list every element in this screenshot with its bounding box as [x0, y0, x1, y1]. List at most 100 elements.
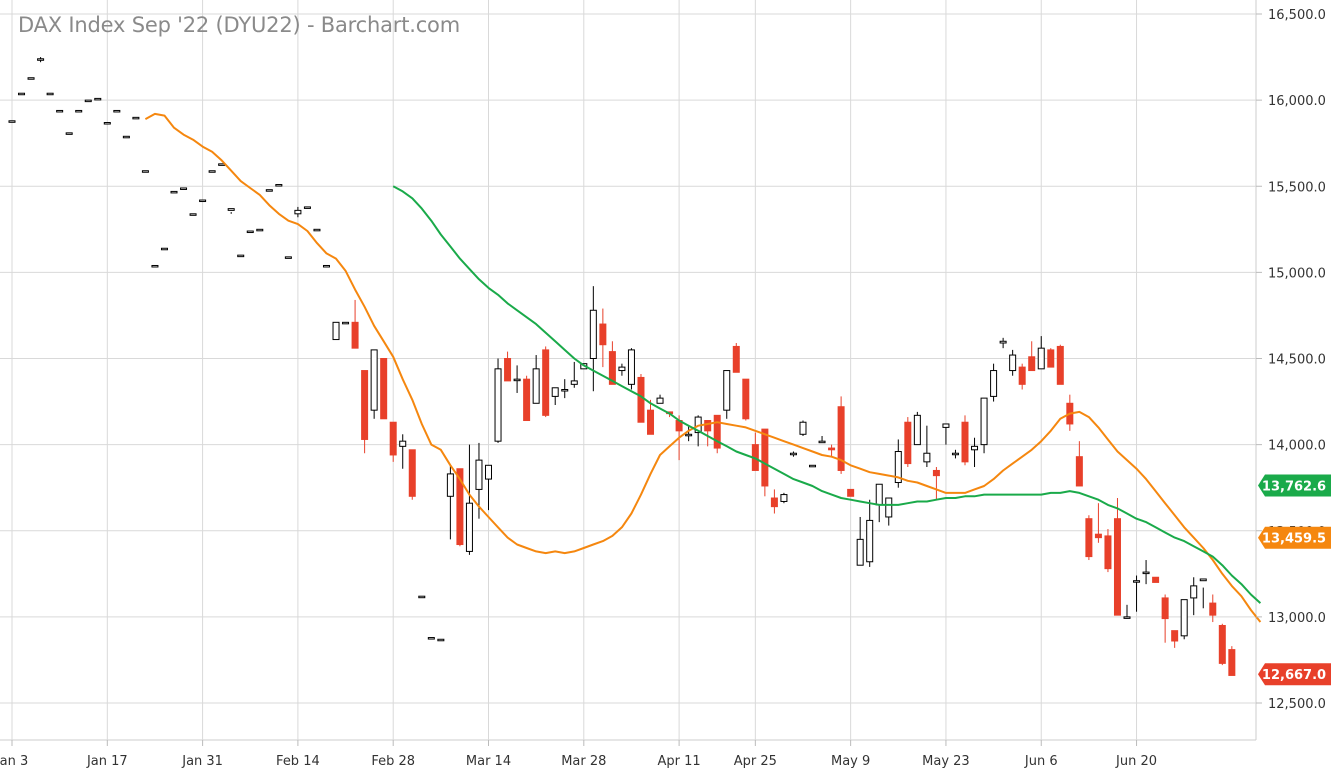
- candle-body: [809, 464, 817, 468]
- candle-body: [342, 321, 350, 325]
- candle: [1009, 349, 1017, 376]
- candle: [313, 228, 321, 232]
- candle: [780, 492, 788, 504]
- candle: [1104, 529, 1112, 573]
- candle-body: [1047, 349, 1055, 368]
- x-tick-label: Jan 3: [0, 754, 28, 769]
- candle: [18, 92, 26, 96]
- candle: [1218, 623, 1226, 666]
- candle: [418, 595, 426, 599]
- candle: [818, 436, 826, 444]
- candle-body: [904, 421, 912, 465]
- candle: [56, 109, 64, 113]
- candle-body: [361, 370, 369, 440]
- candle-body: [427, 637, 435, 640]
- candle: [523, 375, 531, 422]
- candle-body: [932, 469, 940, 477]
- x-tick-label: Jun 20: [1115, 754, 1157, 769]
- y-tick-label: 14,000.0: [1268, 439, 1326, 454]
- price-tag: 13,459.5: [1258, 526, 1331, 549]
- candle: [141, 170, 149, 173]
- candle-body: [389, 421, 397, 456]
- candle: [465, 444, 473, 555]
- candle: [342, 321, 350, 325]
- price-tag-label: 13,459.5: [1262, 532, 1326, 547]
- candle: [923, 425, 931, 468]
- price-tag-label: 12,667.0: [1262, 668, 1326, 683]
- candle-body: [866, 519, 874, 563]
- candle-body: [532, 368, 540, 404]
- candle-body: [199, 199, 207, 203]
- candle: [1047, 348, 1055, 368]
- candle-body: [732, 345, 740, 373]
- candle: [227, 208, 235, 214]
- candle-body: [627, 349, 635, 385]
- price-tag-bg: [1258, 526, 1331, 549]
- candle-body: [589, 309, 597, 359]
- price-tag: 12,667.0: [1258, 663, 1331, 686]
- candle: [399, 434, 407, 469]
- candle: [303, 206, 311, 209]
- candle-body: [84, 99, 92, 103]
- candle: [647, 399, 655, 435]
- candle: [408, 449, 416, 500]
- candle-body: [1113, 518, 1121, 616]
- candle: [122, 135, 130, 139]
- candle-body: [8, 120, 16, 123]
- x-tick-label: Mar 28: [561, 754, 606, 769]
- candle: [608, 341, 616, 385]
- candle: [742, 378, 750, 421]
- candle-body: [761, 428, 769, 487]
- candle: [237, 254, 245, 258]
- candle-body: [75, 109, 83, 113]
- candle-body: [875, 483, 883, 506]
- candle-body: [1180, 599, 1188, 637]
- candle: [885, 497, 893, 526]
- candle: [1037, 336, 1045, 370]
- candle: [265, 189, 273, 192]
- x-tick-label: Jun 6: [1024, 754, 1058, 769]
- candle: [904, 417, 912, 468]
- candle: [170, 190, 178, 194]
- candle: [551, 387, 559, 406]
- ma-fast-line: [144, 112, 1262, 623]
- candle: [513, 365, 521, 393]
- x-tick-label: Jan 31: [181, 754, 223, 769]
- candle: [113, 109, 121, 113]
- candle-body: [1209, 602, 1217, 616]
- price-tag: 13,762.6: [1258, 474, 1331, 497]
- candle-body: [1094, 533, 1102, 539]
- candle: [151, 264, 159, 268]
- candle: [8, 120, 16, 123]
- candle: [1056, 344, 1064, 385]
- candle: [627, 348, 635, 390]
- candle-body: [789, 452, 797, 456]
- x-tick-label: Apr 11: [658, 754, 701, 769]
- candle-body: [408, 449, 416, 497]
- candle-body: [1075, 456, 1083, 487]
- y-tick-label: 14,500.0: [1268, 353, 1326, 368]
- candle: [789, 451, 797, 457]
- y-tick-label: 15,500.0: [1268, 180, 1326, 195]
- candle: [951, 449, 959, 459]
- x-tick-label: Feb 14: [276, 754, 320, 769]
- candle: [1152, 576, 1160, 583]
- candle: [999, 337, 1007, 349]
- chart-title: DAX Index Sep '22 (DYU22) - Barchart.com: [18, 13, 460, 37]
- candle: [1094, 503, 1102, 543]
- candle: [1075, 441, 1083, 487]
- price-tag-bg: [1258, 474, 1331, 497]
- candle: [809, 464, 817, 468]
- y-tick-label: 12,500.0: [1268, 697, 1326, 712]
- candle-body: [56, 109, 64, 113]
- candle: [446, 465, 454, 540]
- candle: [27, 77, 35, 80]
- candle-body: [1104, 535, 1112, 570]
- candle: [1171, 630, 1179, 648]
- candle-body: [971, 445, 979, 451]
- candle: [685, 425, 693, 442]
- candle-body: [1199, 578, 1207, 582]
- candle-body: [523, 378, 531, 422]
- candle: [961, 415, 969, 466]
